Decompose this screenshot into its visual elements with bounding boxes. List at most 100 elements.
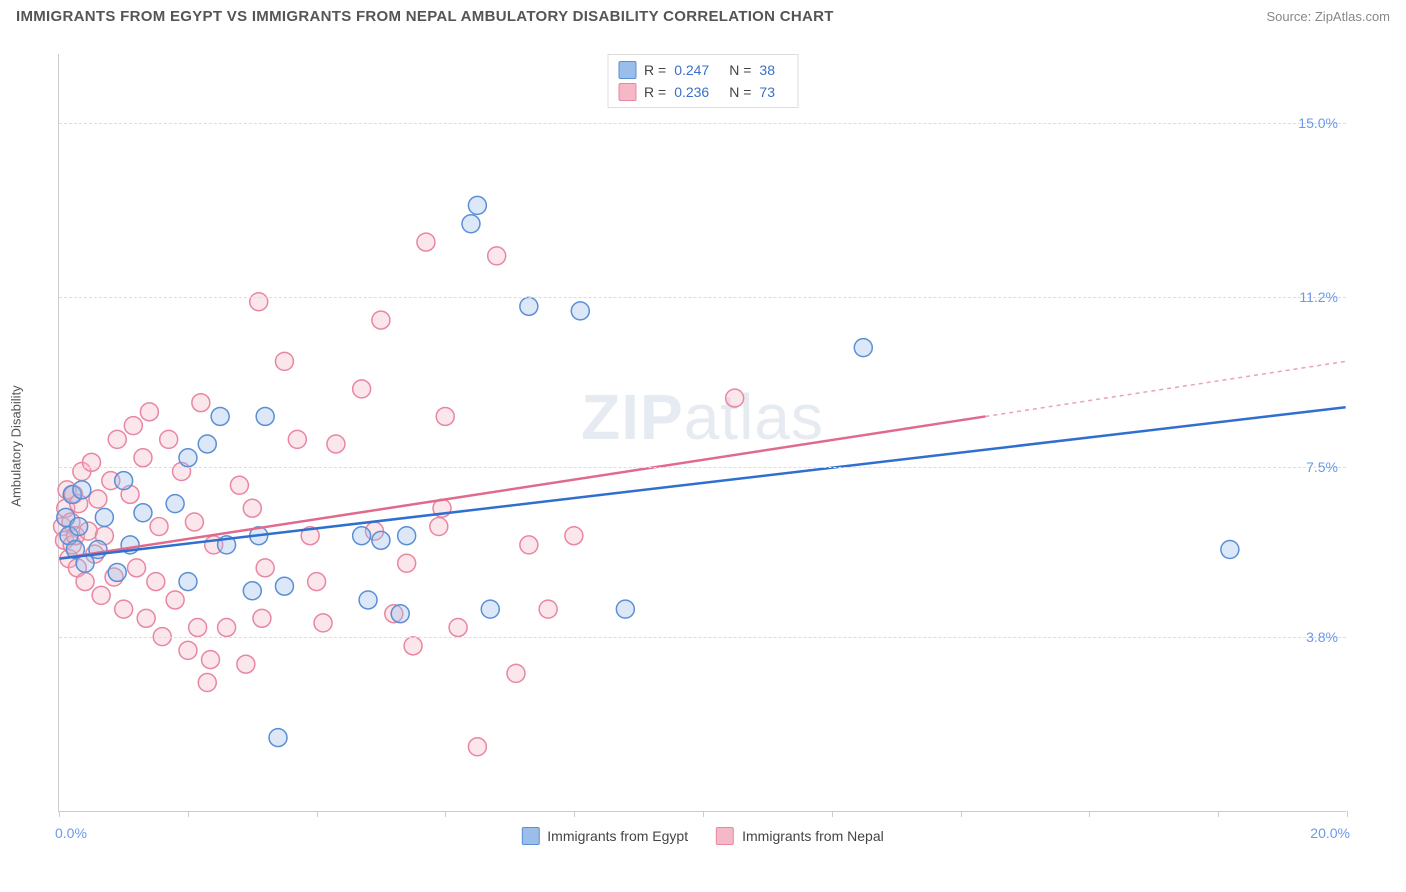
stats-row-nepal: R = 0.236 N = 73	[618, 81, 787, 103]
trend-line	[985, 361, 1345, 416]
data-point	[134, 449, 152, 467]
data-point	[243, 499, 261, 517]
data-point	[353, 380, 371, 398]
data-point	[726, 389, 744, 407]
y-axis-label: Ambulatory Disability	[9, 385, 24, 506]
x-tick	[961, 811, 962, 817]
gridline	[59, 297, 1346, 298]
data-point	[462, 215, 480, 233]
data-point	[211, 407, 229, 425]
data-point	[391, 605, 409, 623]
data-point	[185, 513, 203, 531]
x-tick	[703, 811, 704, 817]
trend-line	[59, 416, 985, 558]
x-tick	[832, 811, 833, 817]
stats-row-egypt: R = 0.247 N = 38	[618, 59, 787, 81]
data-point	[256, 407, 274, 425]
data-point	[571, 302, 589, 320]
data-point	[616, 600, 634, 618]
n-value-egypt: 38	[759, 62, 775, 78]
trend-line	[59, 407, 1345, 558]
series-legend: Immigrants from Egypt Immigrants from Ne…	[521, 827, 883, 845]
data-point	[250, 293, 268, 311]
data-point	[166, 495, 184, 513]
y-tick-label: 11.2%	[1299, 289, 1338, 305]
data-point	[128, 559, 146, 577]
data-point	[192, 394, 210, 412]
x-tick	[59, 811, 60, 817]
data-point	[115, 600, 133, 618]
data-point	[275, 577, 293, 595]
data-point	[218, 618, 236, 636]
data-point	[468, 196, 486, 214]
data-point	[179, 573, 197, 591]
data-point	[198, 435, 216, 453]
data-point	[430, 518, 448, 536]
data-point	[108, 430, 126, 448]
data-point	[372, 531, 390, 549]
data-point	[1221, 541, 1239, 559]
data-point	[417, 233, 435, 251]
x-tick	[574, 811, 575, 817]
data-point	[76, 573, 94, 591]
data-point	[353, 527, 371, 545]
r-label: R =	[644, 62, 666, 78]
data-point	[520, 297, 538, 315]
data-point	[253, 609, 271, 627]
data-point	[488, 247, 506, 265]
data-point	[83, 453, 101, 471]
data-point	[70, 518, 88, 536]
data-point	[198, 674, 216, 692]
data-point	[372, 311, 390, 329]
data-point	[73, 481, 91, 499]
data-point	[539, 600, 557, 618]
data-point	[115, 472, 133, 490]
data-point	[179, 449, 197, 467]
data-point	[230, 476, 248, 494]
data-point	[150, 518, 168, 536]
data-point	[288, 430, 306, 448]
data-point	[404, 637, 422, 655]
data-point	[398, 527, 416, 545]
swatch-egypt	[618, 61, 636, 79]
legend-label-nepal: Immigrants from Nepal	[742, 828, 884, 844]
chart-source: Source: ZipAtlas.com	[1266, 9, 1390, 24]
data-point	[147, 573, 165, 591]
data-point	[92, 586, 110, 604]
x-tick	[1347, 811, 1348, 817]
data-point	[565, 527, 583, 545]
data-point	[481, 600, 499, 618]
data-point	[137, 609, 155, 627]
x-tick	[188, 811, 189, 817]
data-point	[160, 430, 178, 448]
r-value-nepal: 0.236	[674, 84, 709, 100]
r-label: R =	[644, 84, 666, 100]
x-max-label: 20.0%	[1310, 825, 1350, 841]
r-value-egypt: 0.247	[674, 62, 709, 78]
data-point	[398, 554, 416, 572]
swatch-nepal	[618, 83, 636, 101]
x-tick	[317, 811, 318, 817]
data-point	[134, 504, 152, 522]
y-tick-label: 3.8%	[1306, 629, 1338, 645]
data-point	[449, 618, 467, 636]
data-point	[95, 508, 113, 526]
data-point	[468, 738, 486, 756]
gridline	[59, 637, 1346, 638]
data-point	[202, 651, 220, 669]
data-point	[179, 641, 197, 659]
x-tick	[445, 811, 446, 817]
legend-item-egypt: Immigrants from Egypt	[521, 827, 688, 845]
data-point	[89, 490, 107, 508]
data-point	[237, 655, 255, 673]
data-point	[140, 403, 158, 421]
data-point	[189, 618, 207, 636]
x-tick	[1089, 811, 1090, 817]
data-point	[314, 614, 332, 632]
gridline	[59, 467, 1346, 468]
legend-item-nepal: Immigrants from Nepal	[716, 827, 884, 845]
x-tick	[1218, 811, 1219, 817]
n-value-nepal: 73	[759, 84, 775, 100]
data-point	[507, 664, 525, 682]
y-tick-label: 7.5%	[1306, 459, 1338, 475]
